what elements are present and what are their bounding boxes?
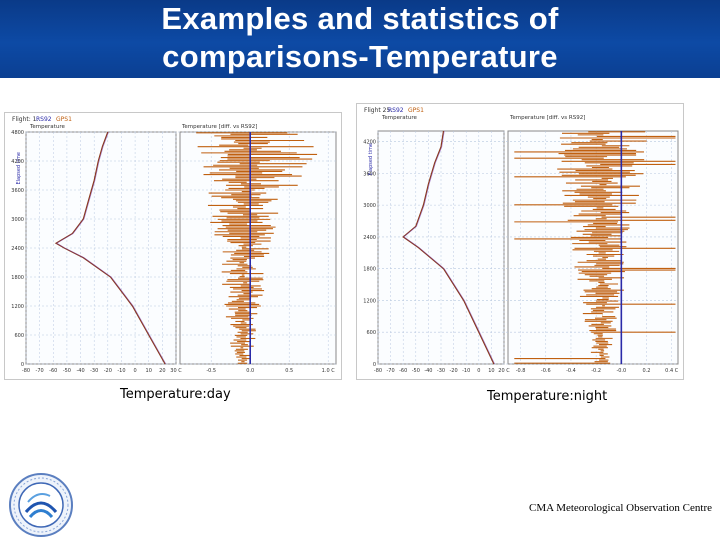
y-tick-label: 3600 — [363, 171, 376, 177]
left-x-tick-label: 10 — [146, 368, 152, 374]
chart-panel-day: Flight: 1. RS92 GPS1 Temperature Temperature… — [4, 112, 342, 380]
y-tick-label: 2400 — [11, 246, 24, 252]
right-x-tick-label: -0.8 — [516, 368, 526, 374]
y-tick-label: 600 — [14, 333, 24, 339]
elapsed-time-label: Elapsed time — [16, 152, 22, 185]
left-x-tick-label: 30 C — [170, 368, 182, 374]
left-x-tick-label: -70 — [36, 368, 44, 374]
legend-rs92: RS92 — [388, 107, 404, 114]
slide-title-line-2: comparisons-Temperature — [162, 39, 558, 74]
right-x-tick-label: 0.5 — [285, 368, 293, 374]
right-plot-area — [507, 130, 679, 365]
slide-title-line-1: Examples and statistics of — [161, 1, 559, 36]
temperature-profile-rs92 — [54, 131, 166, 365]
legend-gps1: GPS1 — [56, 116, 72, 123]
footer-credit: CMA Meteorological Observation Centre — [529, 502, 712, 514]
left-x-tick-label: -50 — [412, 368, 420, 374]
y-tick-label: 1200 — [11, 304, 24, 310]
left-x-tick-label: -50 — [63, 368, 71, 374]
left-x-tick-label: 10 — [488, 368, 494, 374]
left-panel-title: Temperature — [29, 124, 65, 130]
y-tick-label: 1200 — [363, 298, 376, 304]
left-x-tick-label: -10 — [117, 368, 125, 374]
y-tick-label: 3000 — [11, 217, 24, 223]
y-tick-label: 1800 — [363, 267, 376, 273]
y-tick-label: 1800 — [11, 275, 24, 281]
left-x-tick-label: -30 — [437, 368, 445, 374]
legend-rs92: RS92 — [36, 116, 52, 123]
y-tick-label: 4200 — [363, 140, 376, 146]
elapsed-time-label: Elapsed time — [368, 143, 374, 176]
left-x-tick-label: -80 — [374, 368, 382, 374]
left-x-tick-label: 20 — [159, 368, 165, 374]
right-x-tick-label: -0.0 — [616, 368, 626, 374]
left-x-tick-label: -40 — [76, 368, 84, 374]
right-x-tick-label: 1.0 C — [322, 368, 336, 374]
flight-label: Flight: 1. — [12, 116, 38, 123]
left-panel-title: Temperature — [381, 115, 417, 121]
temperature-profile-gps1 — [56, 131, 167, 365]
y-tick-label: 0 — [21, 362, 24, 368]
left-x-tick-label: -60 — [49, 368, 57, 374]
slide-title: Examples and statistics of comparisons-T… — [0, 0, 720, 76]
y-tick-label: 600 — [366, 330, 376, 336]
left-plot-area — [25, 131, 177, 365]
right-x-tick-label: 0.2 — [643, 368, 651, 374]
left-x-tick-label: -70 — [387, 368, 395, 374]
flight-label: Flight 25. — [364, 107, 392, 114]
right-x-tick-label: -0.6 — [541, 368, 551, 374]
y-tick-label: 3600 — [11, 188, 24, 194]
left-x-tick-label: -20 — [104, 368, 112, 374]
left-x-tick-label: -60 — [399, 368, 407, 374]
chart-panel-night: Flight 25. RS92 GPS1 Temperature Temperature… — [356, 103, 684, 380]
y-tick-label: 4200 — [11, 159, 24, 165]
y-tick-label: 0 — [373, 362, 376, 368]
y-tick-label: 4800 — [11, 130, 24, 136]
caption-day: Temperature:day — [120, 387, 231, 402]
left-x-tick-label: -20 — [450, 368, 458, 374]
left-x-tick-label: -80 — [22, 368, 30, 374]
legend-gps1: GPS1 — [408, 107, 424, 114]
right-x-tick-label: 0.0 — [246, 368, 254, 374]
cma-logo — [8, 472, 74, 538]
temperature-profile-gps1 — [403, 130, 496, 365]
title-bar — [0, 0, 720, 78]
right-x-tick-label: -0.5 — [206, 368, 216, 374]
left-x-tick-label: 20 C — [498, 368, 510, 374]
right-x-tick-label: -0.2 — [591, 368, 601, 374]
y-tick-label: 3000 — [363, 203, 376, 209]
caption-night: Temperature:night — [487, 389, 608, 404]
left-x-tick-label: -40 — [424, 368, 432, 374]
left-x-tick-label: 0 — [133, 368, 136, 374]
right-x-tick-label: -0.4 — [566, 368, 576, 374]
left-x-tick-label: -10 — [462, 368, 470, 374]
right-panel-title: Temperature [diff. vs RS92] — [181, 124, 257, 130]
right-panel-title: Temperature [diff. vs RS92] — [509, 115, 585, 121]
temperature-profile-rs92 — [402, 130, 495, 365]
left-x-tick-label: 0 — [477, 368, 480, 374]
y-tick-label: 2400 — [363, 235, 376, 241]
right-x-tick-label: 0.4 C — [665, 368, 679, 374]
left-x-tick-label: -30 — [90, 368, 98, 374]
